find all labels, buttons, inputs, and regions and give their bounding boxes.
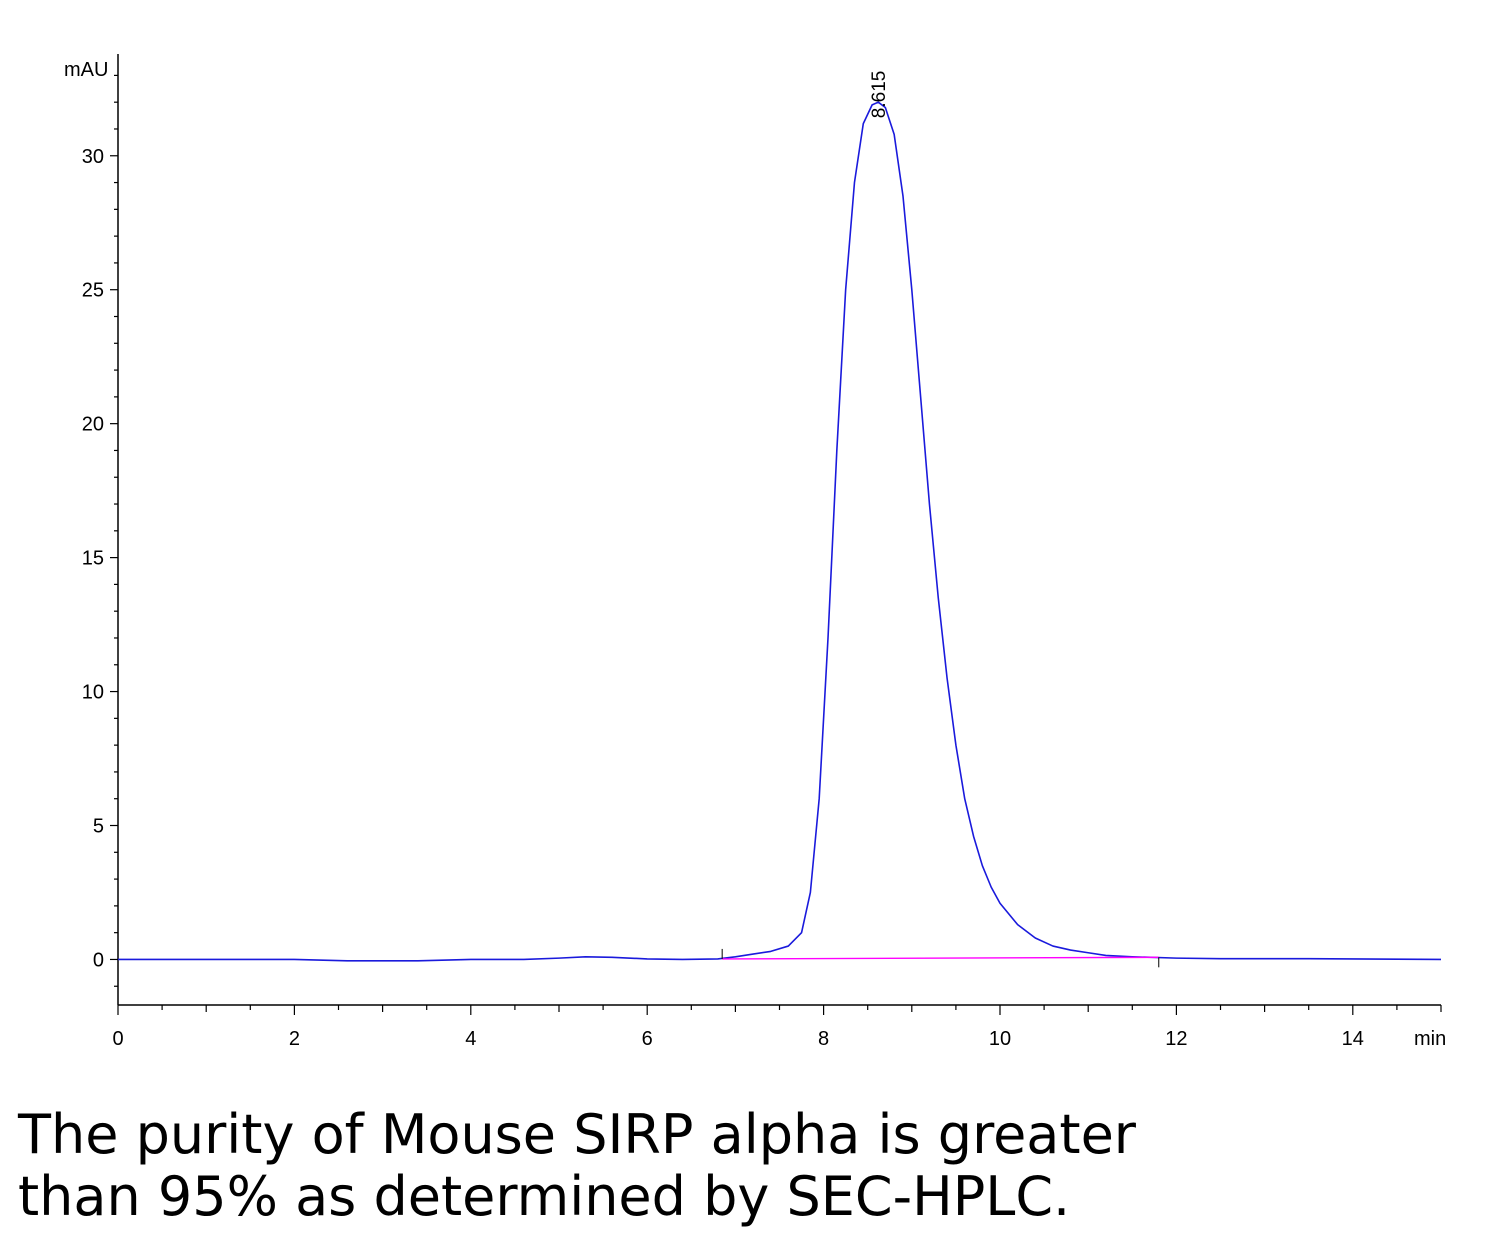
x-tick-label: 10 <box>989 1028 1011 1050</box>
y-tick-label: 0 <box>93 949 104 971</box>
caption: The purity of Mouse SIRP alpha is greate… <box>18 1104 1478 1228</box>
y-tick-label: 10 <box>82 682 104 704</box>
y-tick-label: 5 <box>93 816 104 838</box>
ticks: 0 5 10 15 20 25 30 0 2 4 6 8 10 12 14 <box>82 74 1442 1050</box>
caption-line-1: The purity of Mouse SIRP alpha is greate… <box>18 1103 1136 1166</box>
caption-line-2: than 95% as determined by SEC-HPLC. <box>18 1165 1071 1228</box>
x-axis-unit-label: min <box>1414 1028 1446 1050</box>
chromatogram-chart: 0 5 10 15 20 25 30 0 2 4 6 8 10 12 14 8.615 mAU min <box>64 54 1446 1050</box>
x-tick-label: 0 <box>112 1028 123 1050</box>
x-tick-label: 12 <box>1165 1028 1187 1050</box>
y-tick-label: 30 <box>82 146 104 168</box>
x-tick-label: 2 <box>289 1028 300 1050</box>
plot-area: 8.615 <box>118 71 1442 968</box>
y-tick-label: 25 <box>82 280 104 302</box>
y-tick-label: 20 <box>82 414 104 436</box>
y-tick-label: 15 <box>82 548 104 570</box>
peak-retention-label: 8.615 <box>869 71 890 119</box>
y-axis-unit-label: mAU <box>64 59 108 81</box>
baseline-trace <box>722 956 1159 960</box>
x-tick-label: 6 <box>642 1028 653 1050</box>
chromatogram-trace <box>118 101 1442 962</box>
x-tick-label: 8 <box>818 1028 829 1050</box>
x-tick-label: 14 <box>1342 1028 1364 1050</box>
axes <box>117 54 1441 1006</box>
x-tick-label: 4 <box>465 1028 476 1050</box>
